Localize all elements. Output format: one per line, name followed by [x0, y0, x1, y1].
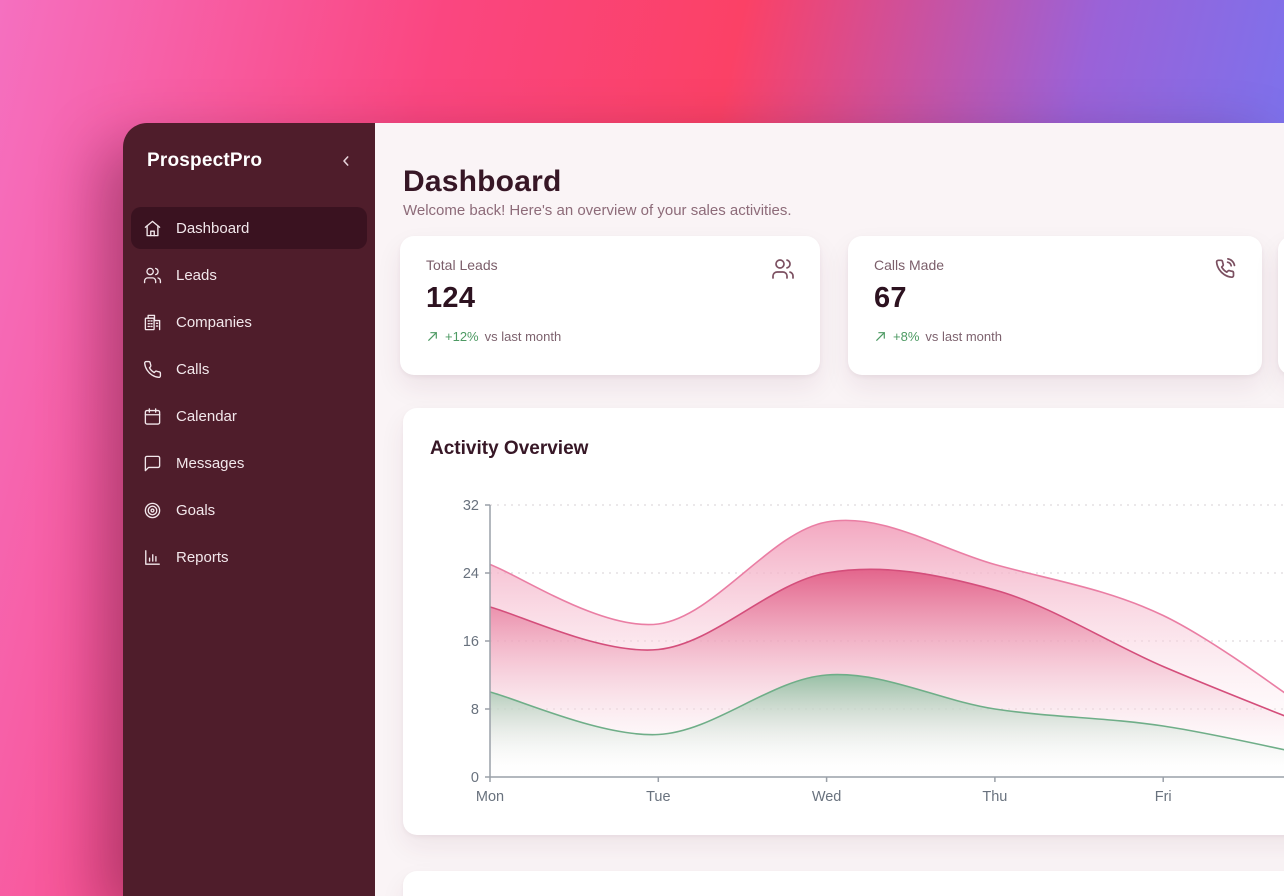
- sidebar-item-leads[interactable]: Leads: [131, 254, 367, 296]
- sidebar-item-reports[interactable]: Reports: [131, 536, 367, 578]
- sidebar-item-label: Leads: [176, 266, 217, 284]
- sidebar-item-companies[interactable]: Companies: [131, 301, 367, 343]
- stat-label: Total Leads: [426, 257, 498, 273]
- target-icon: [143, 501, 162, 520]
- svg-text:Fri: Fri: [1155, 789, 1172, 805]
- building-icon: [143, 313, 162, 332]
- sidebar-item-label: Messages: [176, 454, 245, 472]
- page-subtitle: Welcome back! Here's an overview of your…: [403, 202, 792, 219]
- sidebar: ProspectPro Dashboard Leads Companies Calls…: [123, 123, 375, 896]
- phone-icon: [143, 360, 162, 379]
- svg-text:0: 0: [471, 770, 479, 786]
- svg-text:Wed: Wed: [812, 789, 842, 805]
- sidebar-item-goals[interactable]: Goals: [131, 489, 367, 531]
- sidebar-item-dashboard[interactable]: Dashboard: [131, 207, 367, 249]
- stat-value: 124: [426, 282, 476, 314]
- trend-suffix: vs last month: [925, 329, 1002, 344]
- page-title: Dashboard: [403, 165, 562, 199]
- svg-text:Tue: Tue: [646, 789, 670, 805]
- line-series-pink_outer: [489, 519, 1284, 694]
- activity-area-chart: 08162432MonTueWedThuFriSat: [463, 498, 1284, 805]
- users-icon: [143, 266, 162, 285]
- message-icon: [143, 454, 162, 473]
- svg-text:Mon: Mon: [476, 789, 504, 805]
- svg-text:8: 8: [471, 702, 479, 718]
- area-series-green: [490, 674, 1284, 777]
- sidebar-brand-row: ProspectPro: [123, 145, 375, 177]
- sidebar-item-label: Calls: [176, 360, 210, 378]
- sidebar-item-label: Dashboard: [176, 219, 250, 237]
- activity-overview-card: Activity Overview 0 8 16 24 32 Mon Tue Wed Thu Fr…: [403, 408, 1284, 835]
- app-window: ProspectPro Dashboard Leads Companies Calls…: [123, 123, 1284, 896]
- svg-text:24: 24: [463, 566, 479, 582]
- partial-bottom-card: [403, 871, 1284, 896]
- trend-up-icon: [426, 330, 439, 343]
- app-logo: ProspectPro: [147, 150, 263, 171]
- home-icon: [143, 219, 162, 238]
- stat-label: Calls Made: [874, 257, 945, 273]
- line-series-pink_inner: [489, 568, 1284, 717]
- stat-value: 67: [874, 282, 907, 314]
- trend-suffix: vs last month: [484, 329, 562, 344]
- main-content: Dashboard Welcome back! Here's an overvi…: [375, 123, 1284, 896]
- stat-trend: +8% vs last month: [874, 329, 1236, 344]
- sidebar-item-label: Goals: [176, 501, 216, 519]
- svg-text:32: 32: [463, 498, 479, 514]
- svg-text:16: 16: [463, 634, 479, 650]
- trend-percent: +12%: [445, 329, 479, 344]
- stat-card-total-leads: Total Leads 124 +12% vs last month: [400, 236, 820, 375]
- stat-cards-row: Total Leads 124 +12% vs last month Calls Mad…: [400, 236, 1284, 375]
- users-icon: [771, 257, 795, 281]
- calendar-icon: [143, 407, 162, 426]
- phone-call-icon: [1213, 257, 1237, 281]
- sidebar-item-label: Companies: [176, 313, 252, 331]
- sidebar-item-label: Calendar: [176, 407, 237, 425]
- trend-up-icon: [874, 330, 887, 343]
- sidebar-item-messages[interactable]: Messages: [131, 442, 367, 484]
- sidebar-item-calendar[interactable]: Calendar: [131, 395, 367, 437]
- chevron-left-icon: [343, 156, 349, 166]
- sidebar-nav: Dashboard Leads Companies Calls Calendar Mess…: [131, 207, 367, 578]
- line-series-green: [489, 673, 1284, 751]
- sidebar-collapse-button[interactable]: [333, 148, 359, 174]
- sidebar-item-label: Reports: [176, 548, 229, 566]
- stat-card-partial: [1278, 236, 1284, 375]
- chart-title: Activity Overview: [430, 438, 589, 459]
- stat-card-calls-made: Calls Made 67 +8% vs last month: [848, 236, 1262, 375]
- svg-text:Thu: Thu: [982, 789, 1007, 805]
- trend-percent: +8%: [893, 329, 920, 344]
- stat-trend: +12% vs last month: [426, 329, 794, 344]
- sidebar-item-calls[interactable]: Calls: [131, 348, 367, 390]
- bar-chart-icon: [143, 548, 162, 567]
